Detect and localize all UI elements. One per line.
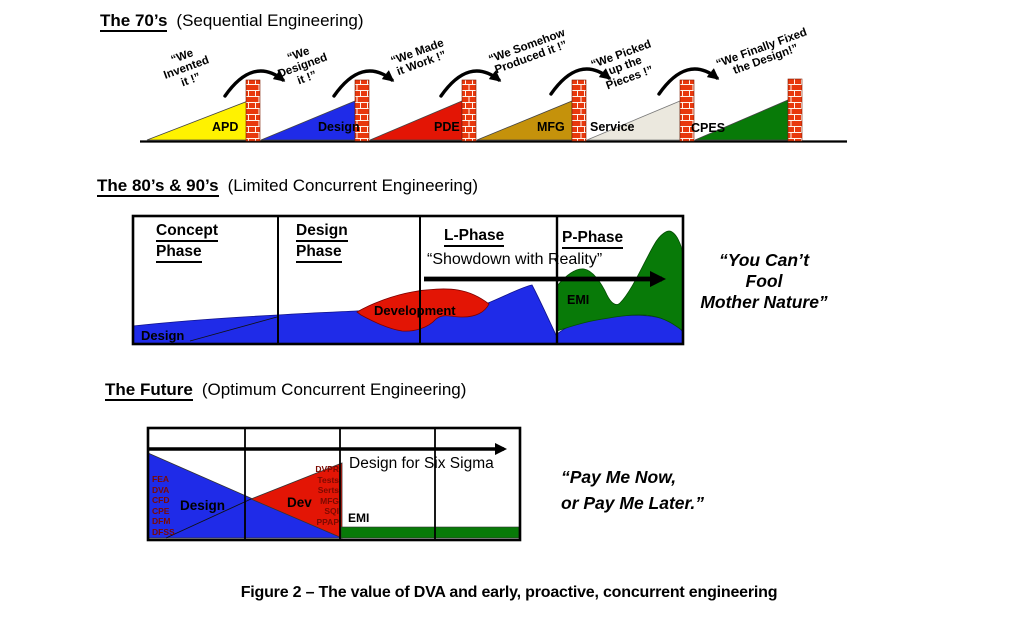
design-tool-item: CFD (152, 495, 170, 506)
p-phase-header: P-Phase (562, 228, 624, 249)
pay-me-quote: “Pay Me Now, or Pay Me Later.” (561, 464, 704, 516)
mid-design-label: Design (141, 328, 185, 343)
design-stage-label: Design (318, 120, 360, 134)
brick-wall-3 (461, 79, 477, 142)
concept-phase-header: Concept Phase (156, 221, 218, 263)
design-tool-item: DFM (152, 516, 171, 527)
future-emi-bar (340, 526, 520, 539)
l-phase-header: L-Phase (444, 226, 505, 247)
future-dev-label: Dev (287, 495, 312, 510)
future-title-main: The Future (105, 380, 193, 401)
dev-tools-list: DVPR Tests Serts MFG SQI PPAP (311, 464, 339, 528)
over-wall-arrow-1 (223, 69, 286, 98)
brick-wall-1 (245, 79, 261, 142)
future-title: The Future (Optimum Concurrent Engineerin… (105, 380, 467, 401)
future-design-label: Design (180, 498, 226, 513)
concept-phase-line2: Phase (156, 242, 202, 263)
concept-phase-line1: Concept (156, 221, 218, 242)
dev-tool-item: MFG (320, 495, 339, 506)
dev-tool-item: Tests (317, 474, 339, 485)
design-phase-line1: Design (296, 221, 348, 242)
design-tool-item: FEA (152, 474, 169, 484)
over-wall-arrow-4 (549, 67, 612, 96)
service-label: Service (590, 120, 635, 134)
mother-nature-quote: “You Can’t Fool Mother Nature” (693, 250, 835, 313)
seventies-title-sub: (Sequential Engineering) (176, 11, 364, 30)
cpes-label: CPES (691, 121, 726, 135)
future-title-sub: (Optimum Concurrent Engineering) (201, 380, 467, 399)
dev-tool-item: SQI (324, 506, 339, 517)
over-wall-arrow-2 (332, 69, 395, 98)
future-chart-frame (146, 426, 522, 542)
quote-line: Fool (745, 271, 783, 291)
pde-label: PDE (434, 120, 460, 134)
brick-wall-4 (571, 79, 587, 142)
mid-design-inner-line (189, 316, 278, 342)
figure-caption: Figure 2 – The value of DVA and early, p… (240, 584, 778, 601)
seventies-title-main: The 70’s (100, 11, 168, 32)
brick-wall-2 (354, 79, 370, 142)
dev-tool-item: PPAP (316, 516, 339, 527)
eighties-title-main: The 80’s & 90’s (97, 176, 219, 197)
future-dev-area (249, 462, 343, 539)
mid-chart-frame (131, 214, 685, 346)
design-phase-header: Design Phase (296, 221, 348, 263)
p-phase-label: P-Phase (562, 228, 624, 249)
future-emi-label: EMI (348, 511, 370, 525)
six-sigma-label: Design for Six Sigma (349, 455, 494, 472)
showdown-text: “Showdown with Reality” (427, 251, 603, 268)
mfg-label: MFG (537, 120, 565, 134)
dev-tool-item: Serts (317, 485, 339, 496)
over-wall-arrow-5 (657, 67, 720, 96)
design-phase-line2: Phase (296, 242, 342, 263)
mid-development-area (356, 288, 490, 332)
future-inner-line (165, 498, 252, 539)
brick-wall-6 (787, 78, 803, 142)
eighties-title: The 80’s & 90’s (Limited Concurrent Engin… (97, 176, 478, 197)
dev-tool-item: DVPR (315, 464, 339, 474)
mid-emi-label: EMI (567, 293, 590, 307)
eighties-title-sub: (Limited Concurrent Engineering) (227, 176, 478, 195)
apd-label: APD (212, 120, 239, 134)
mid-development-label: Development (374, 303, 456, 318)
quote-line: Mother Nature” (700, 292, 828, 312)
quote-line: or Pay Me Later.” (561, 493, 704, 513)
quote-line: “You Can’t (718, 250, 810, 270)
l-phase-label: L-Phase (444, 226, 505, 247)
design-tool-item: DFSS (152, 526, 175, 537)
brick-wall-5 (679, 79, 695, 142)
design-tool-item: CPE (152, 505, 170, 516)
design-tool-item: DVA (152, 484, 170, 495)
quote-line: “Pay Me Now, (561, 467, 677, 487)
design-tools-list: FEA DVA CFD CPE DFM DFSS (152, 474, 175, 538)
seventies-title: The 70’s (Sequential Engineering) (100, 11, 364, 32)
over-wall-arrow-3 (439, 69, 502, 98)
